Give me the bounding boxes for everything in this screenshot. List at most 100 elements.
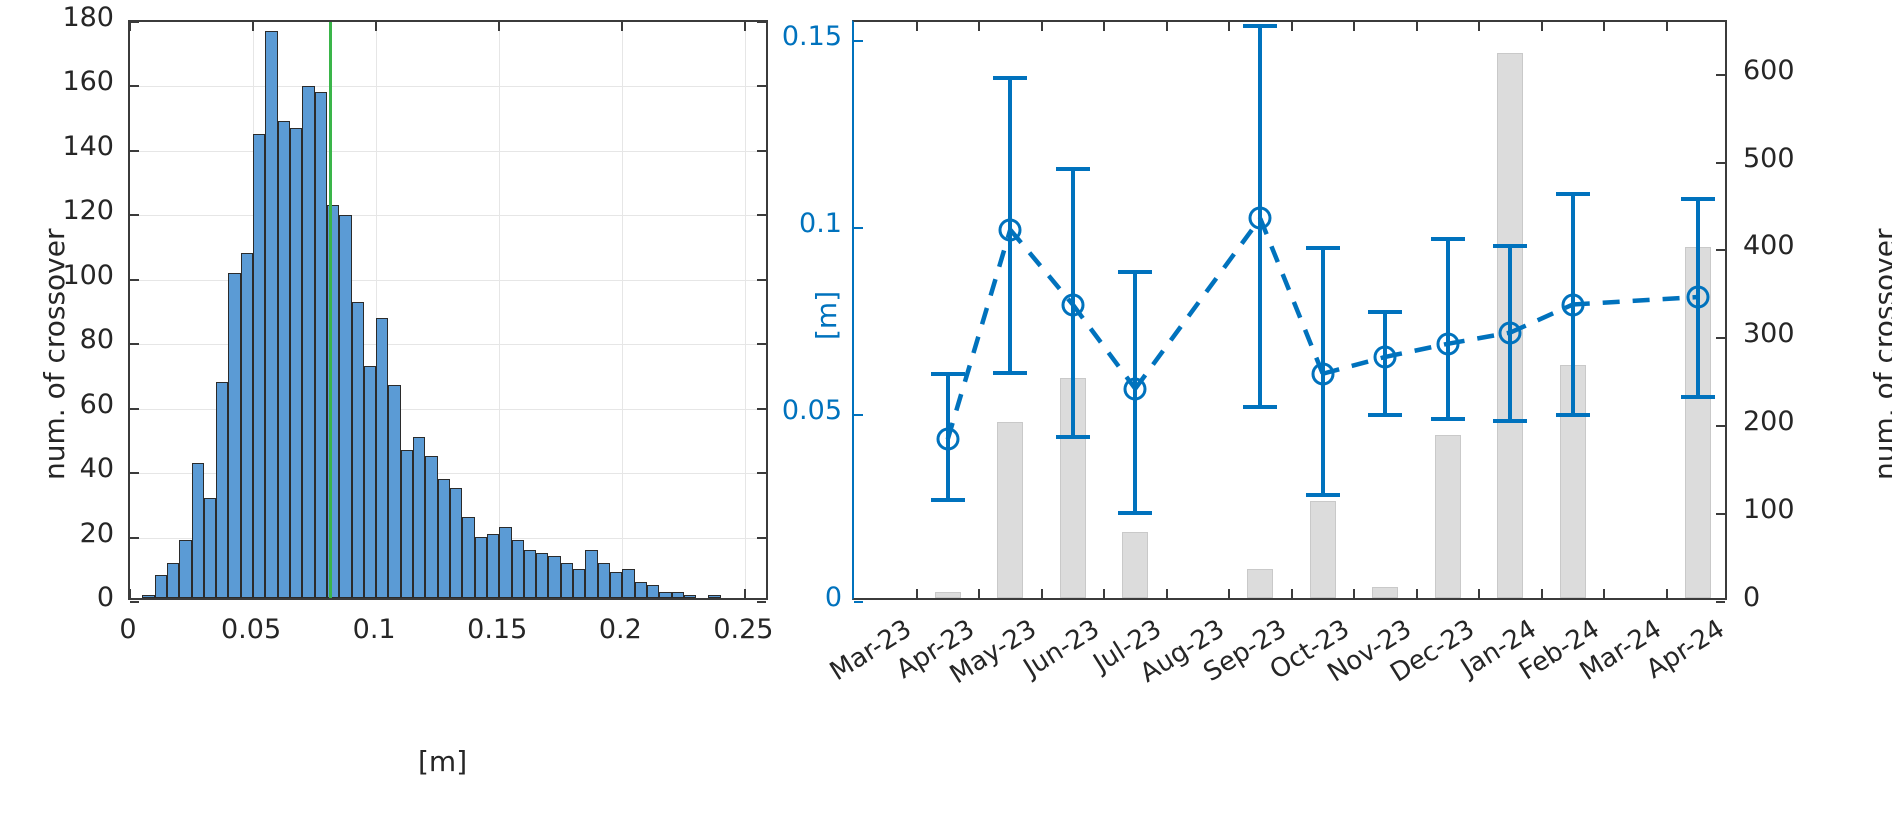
month-tick-mark	[1353, 589, 1355, 598]
month-tick-mark	[1478, 589, 1480, 598]
histogram-bar	[253, 134, 266, 598]
month-tick-mark-top	[1103, 22, 1105, 31]
histogram-bar	[597, 562, 610, 598]
y-tick-mark-right	[757, 85, 766, 88]
crossover-count-bar	[1309, 501, 1336, 598]
gridline-horizontal	[130, 150, 766, 152]
monthly-left-y-tick-label: 0.1	[799, 207, 842, 239]
series-segment	[945, 229, 1013, 440]
histogram-bar	[240, 253, 254, 598]
y-tick-mark	[130, 536, 139, 539]
histogram-x-tick-label: 0.25	[713, 614, 774, 645]
histogram-bar	[671, 591, 684, 598]
monthly-left-y-axis-label: [m]	[810, 290, 843, 340]
y-tick-mark	[130, 601, 139, 603]
monthly-right-y-tick-label: 0	[1743, 582, 1761, 613]
histogram-bar	[376, 317, 389, 598]
histogram-bar	[179, 540, 192, 598]
month-tick-mark-top	[1665, 22, 1668, 31]
month-tick-mark	[1165, 589, 1168, 598]
monthly-left-y-tick-label: 0	[824, 582, 842, 613]
monthly-right-y-tick-label: 500	[1743, 142, 1795, 174]
histogram-bar	[277, 121, 290, 598]
x-tick-mark-top	[498, 22, 501, 31]
monthly-right-y-tick-label: 600	[1743, 54, 1795, 86]
error-bar-cap-upper	[1305, 246, 1340, 251]
data-point-marker	[1498, 321, 1522, 345]
histogram-bar	[499, 527, 512, 598]
histogram-bar	[511, 540, 524, 598]
month-tick-mark	[1415, 589, 1418, 598]
x-tick-mark-top	[252, 22, 255, 31]
error-bar-cap-lower	[1555, 412, 1590, 417]
histogram-bar	[302, 85, 315, 598]
histogram-x-tick-label: 0.05	[221, 614, 282, 645]
data-point-marker	[1123, 377, 1147, 401]
data-point-marker	[1373, 345, 1397, 369]
x-tick-mark	[744, 589, 747, 598]
error-bar-cap-lower	[1305, 492, 1340, 497]
data-point-marker	[1561, 293, 1585, 317]
right-y-tick-mark	[1716, 337, 1725, 340]
gridline-horizontal	[130, 344, 766, 346]
monthly-right-y-tick-label: 300	[1743, 318, 1795, 350]
error-bar-cap-lower	[993, 370, 1028, 375]
histogram-bar	[191, 462, 204, 598]
histogram-bar	[560, 562, 574, 598]
histogram-y-tick-label: 140	[62, 130, 114, 162]
monthly-right-y-axis-label: num. of crossover	[1868, 228, 1892, 481]
histogram-bar	[486, 533, 500, 598]
y-tick-mark	[130, 407, 139, 410]
error-bar-cap-upper	[1680, 196, 1715, 201]
y-tick-mark	[130, 278, 139, 281]
histogram-bar	[708, 594, 721, 598]
histogram-bar	[437, 478, 450, 598]
x-tick-mark-top	[375, 22, 378, 31]
month-tick-mark	[1103, 589, 1105, 598]
x-tick-mark-top	[621, 22, 624, 31]
histogram-bar	[548, 556, 561, 598]
histogram-y-tick-label: 160	[62, 66, 114, 98]
histogram-bar	[474, 536, 487, 598]
histogram-bar	[290, 127, 303, 598]
histogram-bar	[573, 569, 586, 598]
crossover-count-bar	[1122, 532, 1149, 598]
data-point-marker	[936, 427, 960, 451]
month-tick-mark	[1290, 589, 1293, 598]
histogram-bar	[388, 385, 401, 598]
right-y-tick-mark	[1716, 601, 1725, 603]
error-bar-cap-lower	[1368, 412, 1403, 417]
month-tick-mark-top	[1603, 22, 1605, 31]
left-y-tick-mark	[854, 39, 863, 42]
histogram-bar	[400, 449, 414, 598]
histogram-x-tick-label: 0.2	[598, 614, 642, 645]
histogram-bar	[216, 382, 229, 598]
y-tick-mark-right	[757, 214, 766, 217]
gridline-horizontal	[130, 215, 766, 217]
monthly-series-panel: [m] num. of crossover 0 0.05 0.1 0.15 0 100 20…	[782, 0, 1892, 829]
error-bar-cap-upper	[1493, 243, 1528, 248]
error-bar-cap-lower	[930, 498, 965, 503]
histogram-y-tick-label: 120	[62, 195, 114, 227]
histogram-bar	[646, 585, 660, 598]
histogram-bar	[154, 575, 167, 598]
histogram-bar	[450, 488, 463, 598]
month-tick-mark	[1665, 589, 1668, 598]
x-tick-mark	[129, 589, 131, 598]
histogram-y-tick-label: 20	[79, 517, 114, 549]
histogram-bar	[339, 214, 352, 598]
gridline-vertical	[499, 22, 501, 598]
histogram-y-tick-label: 180	[62, 2, 114, 33]
left-y-tick-mark	[854, 226, 863, 229]
histogram-bar	[683, 594, 697, 598]
histogram-plot-area	[128, 20, 768, 603]
error-bar-cap-upper	[993, 76, 1028, 81]
y-tick-mark-right	[757, 343, 766, 346]
histogram-bar	[314, 92, 327, 598]
month-tick-mark-top	[1165, 22, 1168, 31]
median-line	[329, 22, 332, 598]
data-point-marker	[1311, 362, 1335, 386]
crossover-count-bar	[934, 591, 961, 598]
gridline-vertical	[622, 22, 624, 598]
histogram-bar	[634, 581, 647, 598]
